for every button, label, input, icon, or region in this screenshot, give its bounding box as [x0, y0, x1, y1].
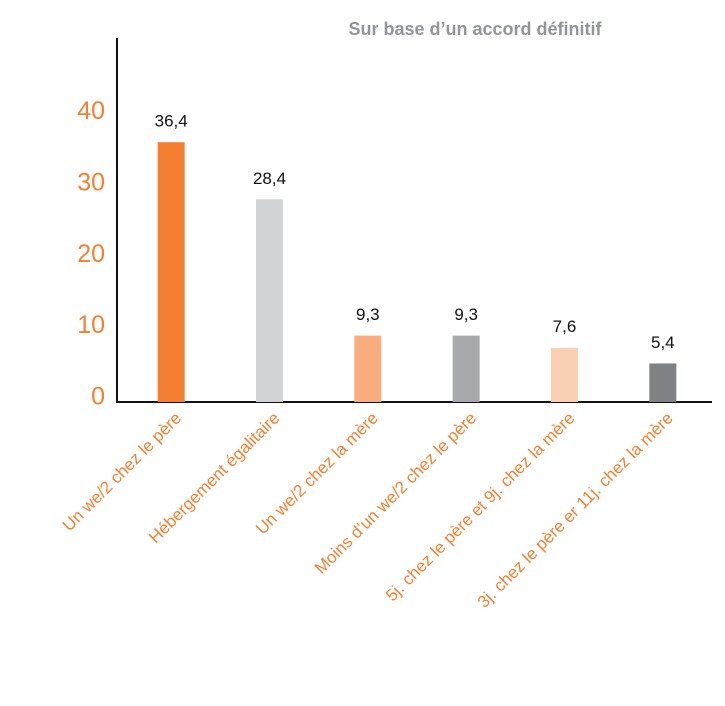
bar [354, 335, 382, 402]
value-label: 7,6 [553, 317, 577, 336]
y-tick-label: 40 [77, 97, 105, 125]
x-tick-label: 3j. chez le père er 11j. chez la mère [474, 409, 677, 612]
y-tick-label: 0 [91, 383, 105, 411]
y-tick-label: 30 [77, 168, 105, 196]
bar [157, 142, 185, 402]
y-tick-label: 20 [77, 240, 105, 268]
value-label: 9,3 [356, 305, 380, 324]
value-label: 36,4 [155, 112, 188, 131]
value-label: 9,3 [454, 305, 478, 324]
bar [256, 199, 283, 402]
y-tick-label: 10 [77, 311, 105, 339]
bar [452, 335, 480, 402]
x-tick-label: Moins d’un we/2 chez le père [311, 409, 480, 578]
bar [551, 347, 578, 402]
chart-title: Sur base d’un accord définitif [348, 19, 602, 39]
value-label: 5,4 [651, 333, 675, 352]
bar [649, 363, 677, 402]
value-label: 28,4 [253, 169, 286, 188]
x-tick-label: 5j. chez le père et 9j. chez la mère [382, 409, 579, 606]
